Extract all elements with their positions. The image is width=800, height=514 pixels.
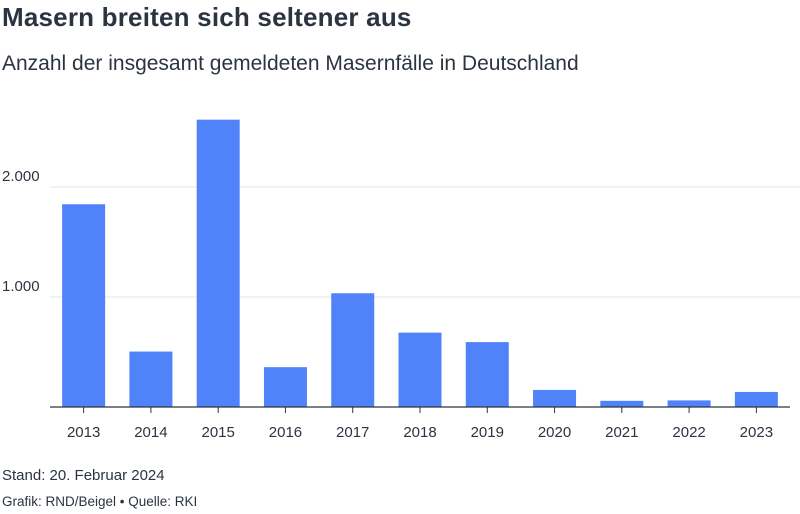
x-tick-label: 2018 <box>403 424 436 441</box>
bar-2018 <box>398 332 442 407</box>
bar-2015 <box>196 119 240 408</box>
x-tick-label: 2016 <box>269 424 302 441</box>
bar-2023 <box>734 391 778 407</box>
bar-layer <box>62 119 778 408</box>
grid-layer: 1.000 2.000 <box>2 168 800 298</box>
y-tick-label: 1.000 <box>2 278 40 295</box>
axis-layer: 2013 2014 2015 2016 2017 2018 2019 2020 2021 2022… <box>50 406 790 441</box>
bar-2022 <box>667 400 711 407</box>
bar-2014 <box>129 351 173 407</box>
x-tick-label: 2023 <box>740 424 773 441</box>
x-tick-label: 2013 <box>67 424 100 441</box>
footer-credit: Grafik: RND/Beigel • Quelle: RKI <box>2 494 198 509</box>
x-tick-label: 2015 <box>201 424 234 441</box>
x-tick-label: 2014 <box>134 424 167 441</box>
bar-2021 <box>600 400 644 407</box>
x-tick-label: 2020 <box>538 424 571 441</box>
bar-2017 <box>331 293 375 407</box>
footer-stand: Stand: 20. Februar 2024 <box>2 467 165 484</box>
y-tick-label: 2.000 <box>2 168 40 185</box>
x-tick-label: 2019 <box>471 424 504 441</box>
x-tick-label: 2017 <box>336 424 369 441</box>
bar-2013 <box>62 204 106 407</box>
bar-2016 <box>263 367 307 407</box>
chart-subtitle: Anzahl der insgesamt gemeldeten Masernfä… <box>2 52 579 75</box>
chart-title: Masern breiten sich seltener aus <box>2 2 412 32</box>
bar-2020 <box>533 389 577 407</box>
x-tick-label: 2021 <box>605 424 638 441</box>
bar-2019 <box>465 342 509 407</box>
x-tick-label: 2022 <box>672 424 705 441</box>
